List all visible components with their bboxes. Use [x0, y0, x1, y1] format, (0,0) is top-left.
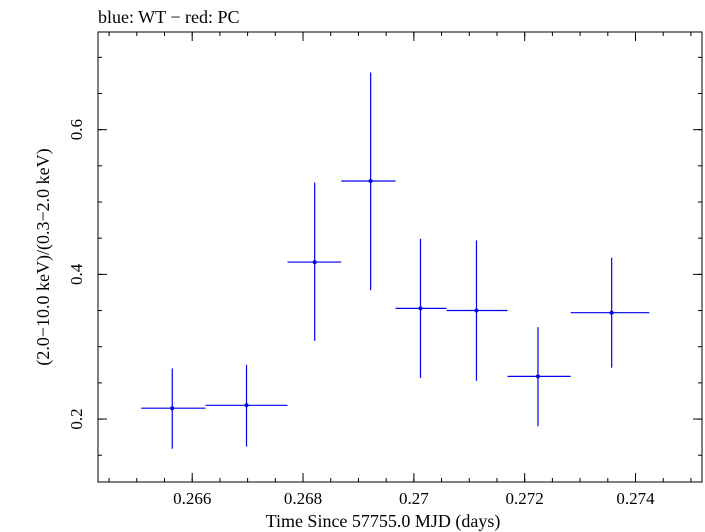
- data-point: [446, 240, 508, 381]
- point-marker: [535, 374, 540, 379]
- point-marker: [170, 406, 175, 411]
- point-marker: [418, 306, 423, 311]
- data-point: [395, 238, 447, 378]
- data-point: [141, 368, 206, 449]
- data-point: [507, 327, 571, 427]
- tick-labels: 0.266 0.268 0.27 0.272 0.274 0.2 0.4 0.6: [67, 119, 655, 508]
- x-tick-label: 0.266: [173, 489, 211, 508]
- plot-frame: [97, 31, 703, 483]
- y-axis-label: (2.0−10.0 keV)/(0.3−2.0 keV): [33, 148, 54, 365]
- data-point: [341, 72, 396, 291]
- x-axis-label: Time Since 57755.0 MJD (days): [266, 511, 501, 532]
- point-marker: [609, 310, 614, 315]
- point-marker: [474, 308, 479, 313]
- chart-title: blue: WT − red: PC: [98, 7, 239, 27]
- data-series: [141, 72, 650, 449]
- x-tick-label: 0.268: [284, 489, 322, 508]
- point-marker: [368, 179, 373, 184]
- x-tick-label: 0.272: [506, 489, 544, 508]
- x-tick-label: 0.274: [616, 489, 655, 508]
- y-tick-label: 0.6: [67, 119, 86, 140]
- x-tick-label: 0.27: [399, 489, 429, 508]
- y-tick-label: 0.4: [67, 263, 86, 285]
- point-marker: [312, 260, 317, 265]
- data-point: [570, 257, 650, 368]
- data-point: [287, 182, 342, 341]
- axis-ticks: [98, 32, 702, 482]
- point-marker: [244, 403, 249, 408]
- y-tick-label: 0.2: [67, 408, 86, 429]
- data-point: [205, 364, 288, 447]
